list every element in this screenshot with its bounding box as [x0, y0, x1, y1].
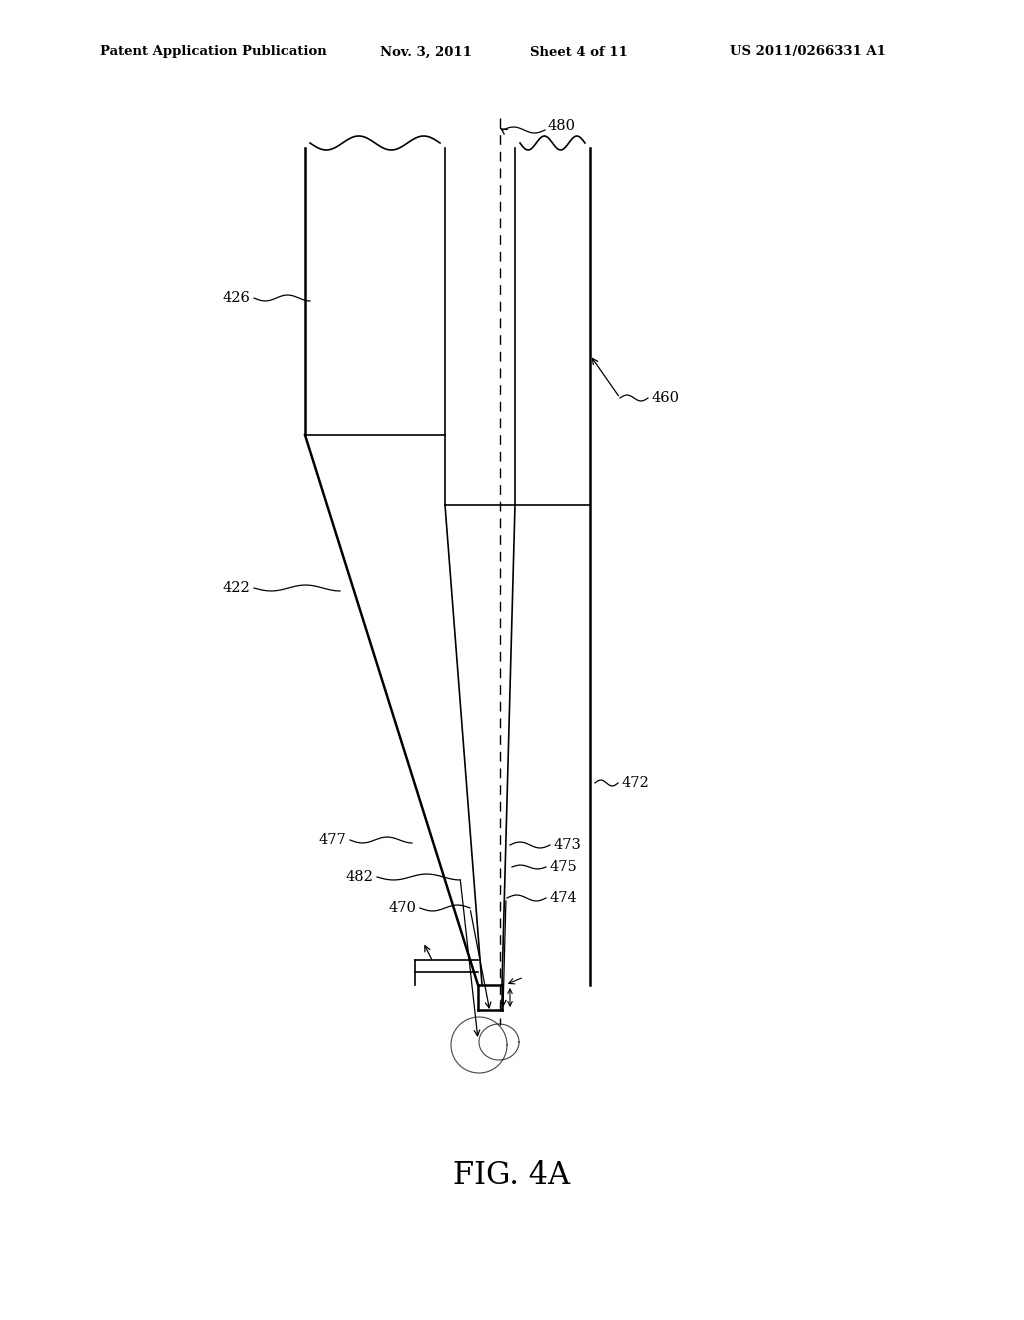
Text: 470: 470: [388, 902, 416, 915]
Text: Nov. 3, 2011: Nov. 3, 2011: [380, 45, 472, 58]
Text: 482: 482: [345, 870, 373, 884]
Text: 422: 422: [222, 581, 250, 595]
Text: Sheet 4 of 11: Sheet 4 of 11: [530, 45, 628, 58]
Text: 474: 474: [550, 891, 578, 906]
Text: 426: 426: [222, 290, 250, 305]
Text: 477: 477: [318, 833, 346, 847]
Text: 475: 475: [550, 861, 578, 874]
Text: 480: 480: [548, 119, 575, 133]
Text: Patent Application Publication: Patent Application Publication: [100, 45, 327, 58]
Text: FIG. 4A: FIG. 4A: [454, 1159, 570, 1191]
Text: 473: 473: [554, 838, 582, 851]
Text: 460: 460: [652, 391, 680, 405]
Text: US 2011/0266331 A1: US 2011/0266331 A1: [730, 45, 886, 58]
Text: 472: 472: [622, 776, 650, 789]
